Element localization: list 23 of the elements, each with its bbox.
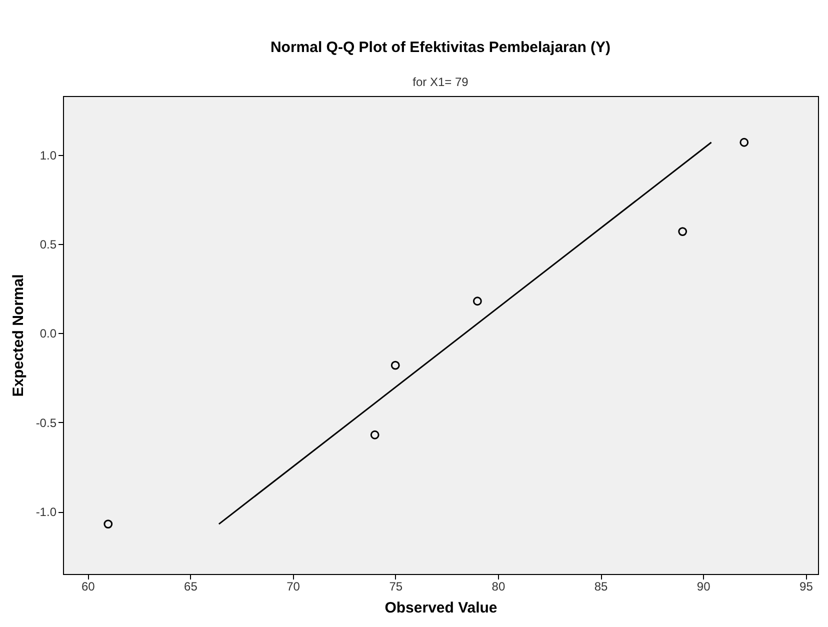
x-tick-label: 85 [594, 580, 608, 594]
y-tick-label: -0.5 [36, 416, 57, 430]
chart-subtitle: for X1= 79 [412, 75, 469, 89]
x-tick-label: 65 [184, 580, 198, 594]
y-tick-label: 0.5 [40, 238, 57, 252]
point [390, 360, 400, 370]
x-tick-label: 60 [81, 580, 96, 594]
point [740, 138, 749, 147]
y-tick-label: 1.0 [40, 148, 57, 162]
x-tick-label: 70 [286, 580, 300, 594]
point [472, 296, 482, 306]
x-axis-title: Observed Value [384, 600, 498, 616]
x-tick-label: 75 [389, 580, 403, 594]
y-axis-title: Expected Normal [10, 274, 27, 397]
chart-title: Normal Q-Q Plot of Efektivitas Pembelajaran (Y) [270, 39, 611, 56]
x-tick-label: 95 [800, 580, 814, 594]
point [678, 227, 688, 236]
y-tick-label: 0.0 [40, 326, 57, 341]
point [370, 430, 380, 440]
x-tick-label: 80 [492, 580, 506, 594]
point [104, 520, 113, 529]
x-tick-label: 90 [696, 580, 711, 594]
y-tick-label: -1.0 [36, 505, 57, 520]
